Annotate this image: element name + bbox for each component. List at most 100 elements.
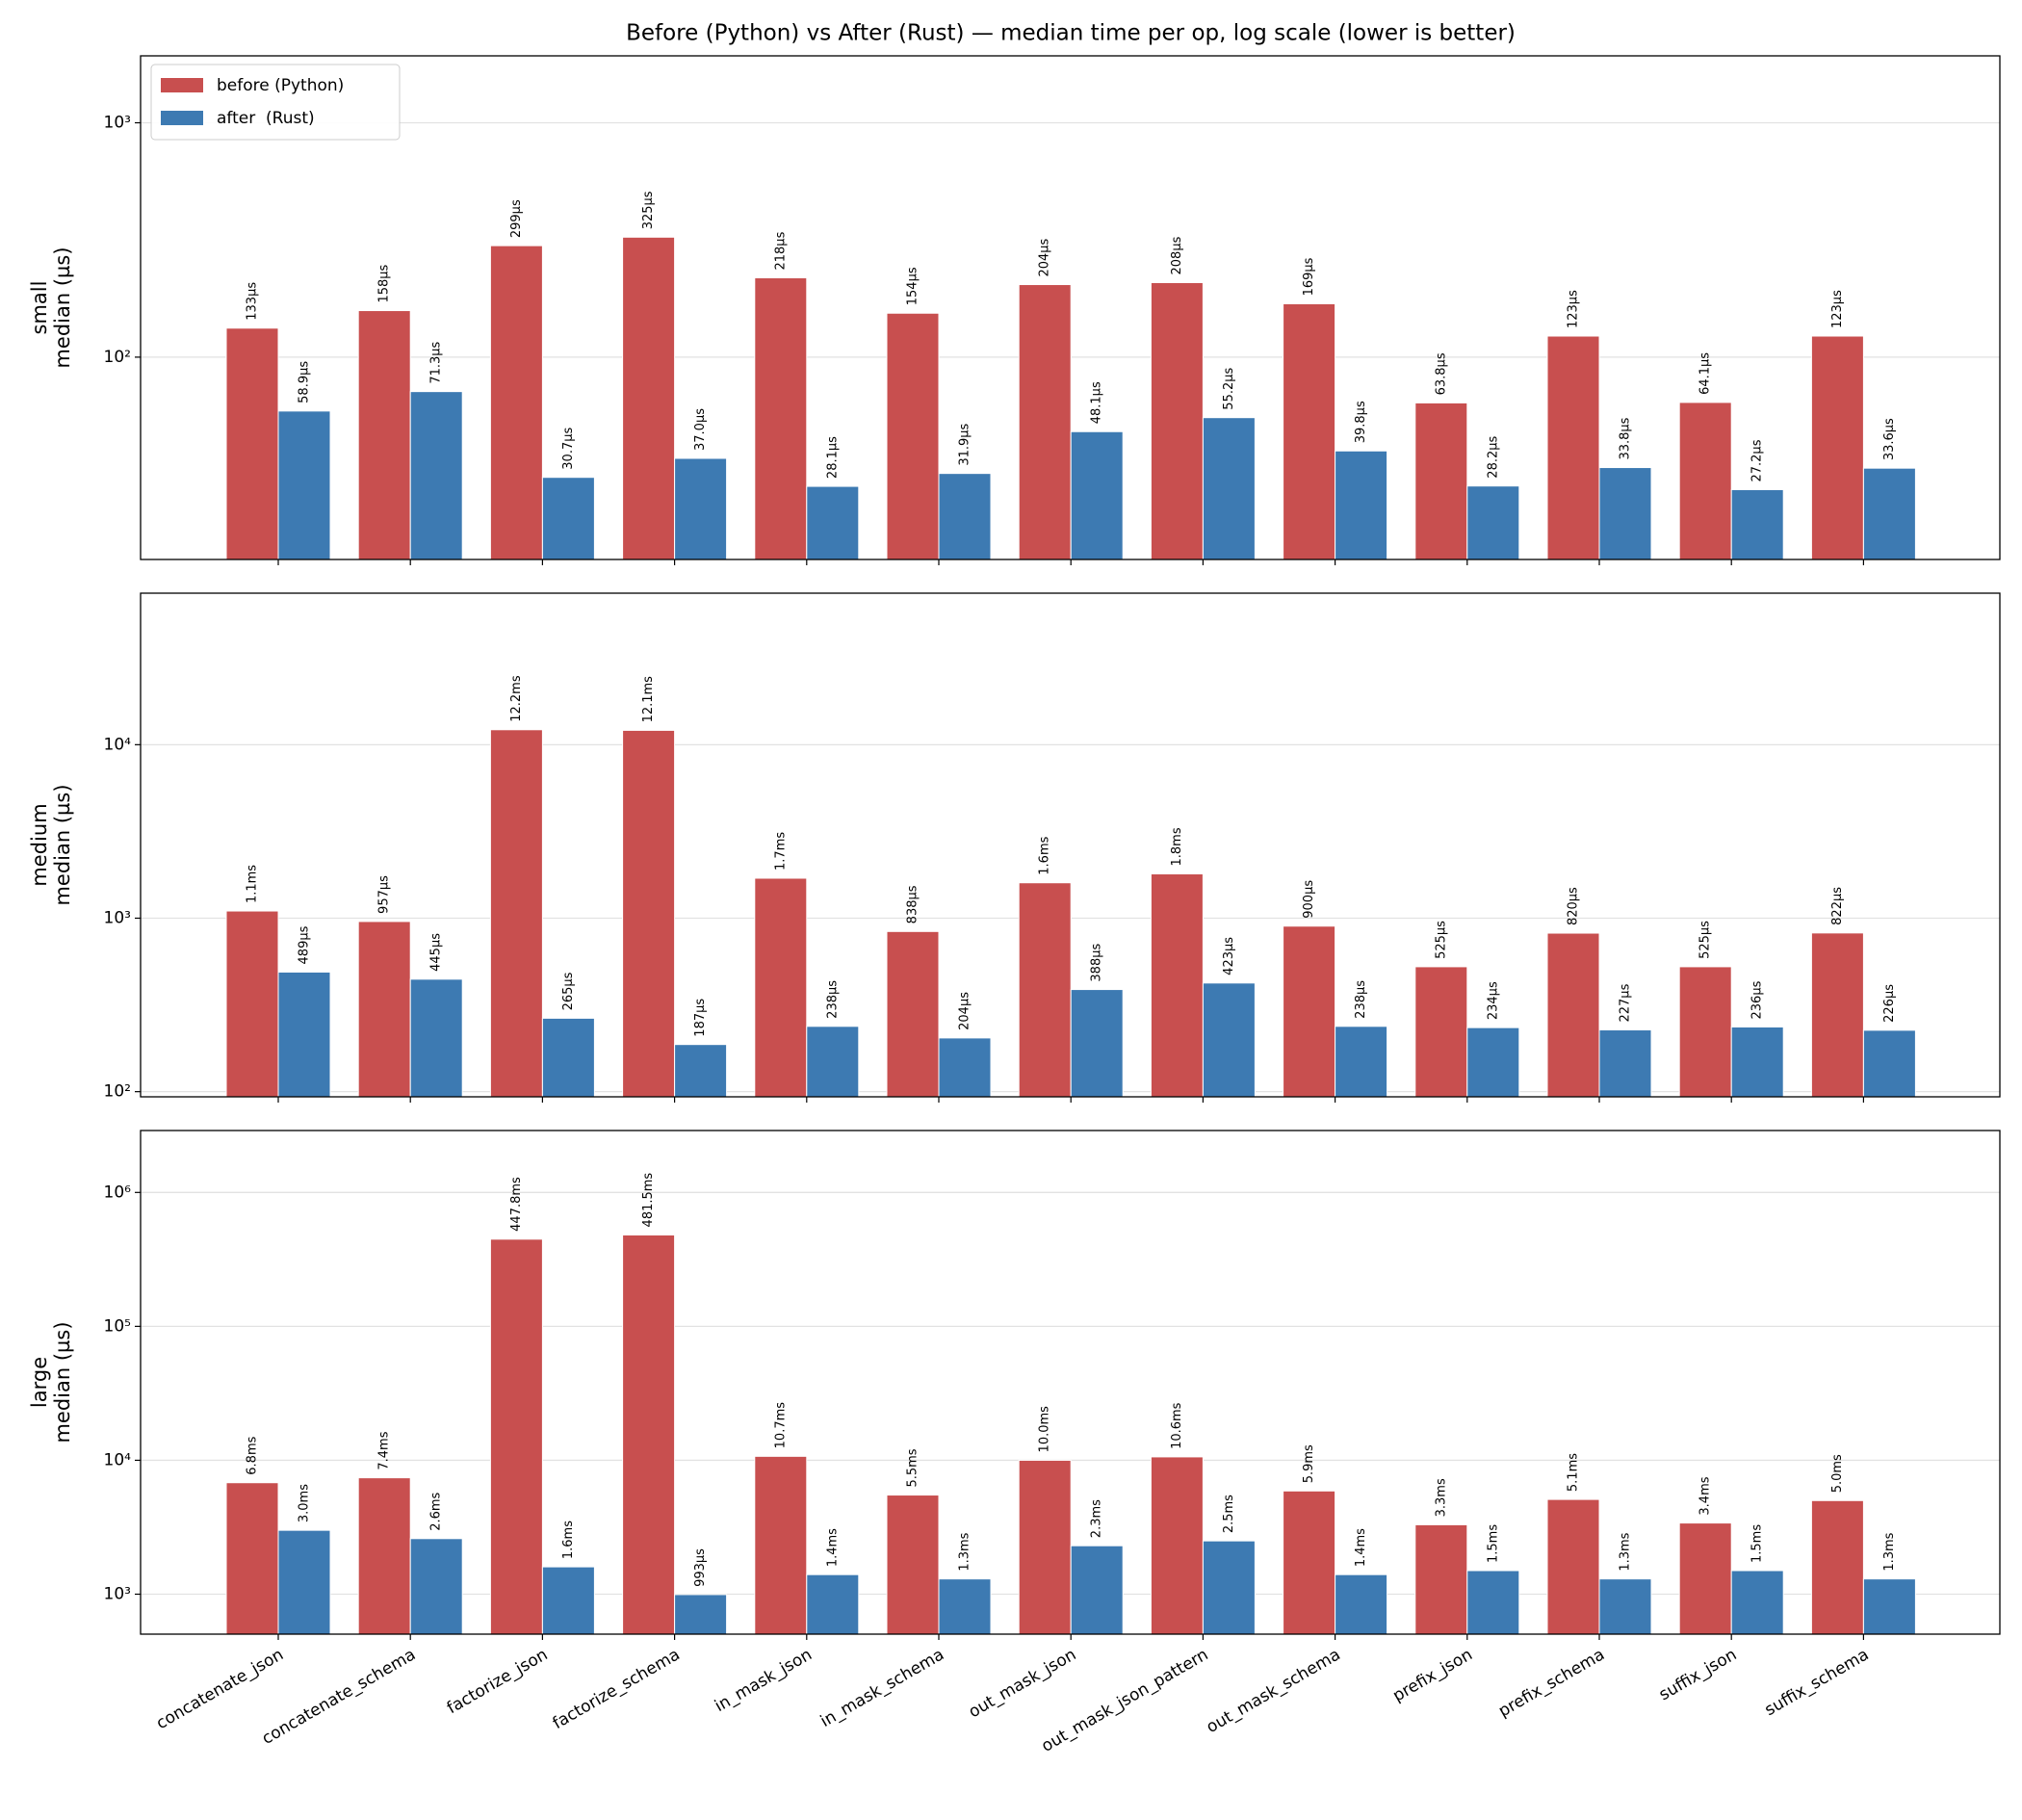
value-label: 30.7µs [561, 427, 576, 469]
bar [489, 245, 543, 560]
bar [1546, 1498, 1600, 1635]
bar [1150, 1456, 1204, 1635]
value-label: 58.9µs [298, 361, 312, 403]
value-label: 12.1ms [641, 676, 656, 723]
bar [409, 978, 463, 1098]
bar [674, 1594, 728, 1635]
bar [1466, 1027, 1520, 1098]
bar [357, 921, 411, 1098]
bar [1598, 467, 1652, 560]
x-tick-label: out_mask_json [966, 1645, 1079, 1722]
value-label: 2.3ms [1090, 1499, 1104, 1538]
value-label: 31.9µs [958, 423, 972, 465]
x-tick-label: prefix_schema [1495, 1645, 1608, 1721]
bar [938, 473, 992, 560]
value-label: 1.6ms [561, 1521, 576, 1559]
bar [1862, 1029, 1916, 1098]
bar [938, 1037, 992, 1098]
x-tick-label: suffix_json [1656, 1645, 1740, 1704]
value-label: 299µs [509, 199, 524, 238]
y-tick-label: 10³ [104, 908, 131, 927]
value-label: 227µs [1619, 983, 1633, 1022]
value-label: 820µs [1567, 887, 1581, 925]
value-label: 1.3ms [1619, 1532, 1633, 1571]
value-label: 28.2µs [1486, 435, 1500, 478]
bar [806, 1026, 860, 1098]
y-axis-label: small [28, 281, 51, 335]
bar [1466, 1570, 1520, 1635]
value-label: 204µs [1038, 238, 1052, 276]
bar [886, 312, 940, 560]
value-label: 187µs [693, 999, 708, 1037]
value-label: 5.5ms [906, 1448, 920, 1487]
y-tick-label: 10² [104, 1082, 131, 1102]
y-tick-label: 10² [104, 348, 131, 367]
value-label: 226µs [1882, 984, 1897, 1023]
x-tick-label: out_mask_schema [1204, 1645, 1344, 1737]
bar [489, 1238, 543, 1635]
bar [1283, 302, 1336, 560]
bar [1150, 873, 1204, 1098]
value-label: 39.8µs [1354, 401, 1368, 443]
bar [1018, 1459, 1072, 1635]
value-label: 158µs [377, 264, 392, 302]
bar [1335, 1573, 1388, 1635]
bar [806, 485, 860, 560]
value-label: 1.5ms [1750, 1524, 1765, 1563]
value-label: 208µs [1170, 236, 1184, 274]
bar [1546, 932, 1600, 1098]
bar [1070, 430, 1124, 560]
bar [541, 1566, 595, 1635]
bar [1070, 1545, 1124, 1635]
bar [1598, 1029, 1652, 1098]
bar [754, 277, 808, 560]
value-label: 957µs [377, 875, 392, 914]
value-label: 423µs [1222, 937, 1236, 975]
bar [1202, 417, 1256, 560]
bar [1335, 1026, 1388, 1098]
bar [622, 236, 676, 560]
bar [357, 1477, 411, 1635]
value-label: 48.1µs [1090, 381, 1104, 424]
legend-swatch [161, 111, 203, 125]
y-axis-label: large [28, 1357, 51, 1408]
x-tick-label: factorize_json [444, 1645, 551, 1718]
bar [225, 1482, 279, 1635]
y-tick-label: 10⁵ [104, 1316, 131, 1336]
bar [277, 1529, 331, 1635]
value-label: 33.6µs [1882, 418, 1897, 460]
bar [1810, 1499, 1864, 1635]
value-label: 1.7ms [773, 832, 788, 871]
value-label: 1.1ms [246, 865, 260, 903]
value-label: 325µs [641, 191, 656, 229]
bar [1546, 335, 1600, 560]
legend-swatch [161, 78, 203, 92]
legend-label: before (Python) [217, 76, 344, 95]
y-tick-label: 10⁴ [104, 1450, 132, 1469]
value-label: 10.7ms [773, 1402, 788, 1449]
bar [1414, 1523, 1468, 1635]
x-tick-label: in_mask_json [712, 1645, 816, 1716]
bar [754, 1455, 808, 1635]
bar [277, 971, 331, 1098]
value-label: 993µs [693, 1548, 708, 1587]
value-label: 525µs [1434, 921, 1448, 959]
bar [622, 1234, 676, 1635]
value-label: 218µs [773, 231, 788, 270]
value-label: 489µs [298, 925, 312, 964]
value-label: 123µs [1567, 290, 1581, 328]
value-label: 822µs [1830, 887, 1845, 925]
bar [1810, 335, 1864, 560]
bar [409, 391, 463, 560]
bar [541, 1017, 595, 1098]
value-label: 5.1ms [1567, 1453, 1581, 1492]
value-label: 169µs [1302, 257, 1316, 296]
value-label: 10.6ms [1170, 1402, 1184, 1449]
value-label: 6.8ms [246, 1436, 260, 1474]
value-label: 238µs [1354, 980, 1368, 1019]
bar [1730, 1026, 1784, 1098]
y-axis-label: median (µs) [51, 1321, 74, 1443]
bar [1018, 882, 1072, 1098]
y-axis-label: medium [28, 803, 51, 886]
value-label: 1.6ms [1038, 836, 1052, 874]
